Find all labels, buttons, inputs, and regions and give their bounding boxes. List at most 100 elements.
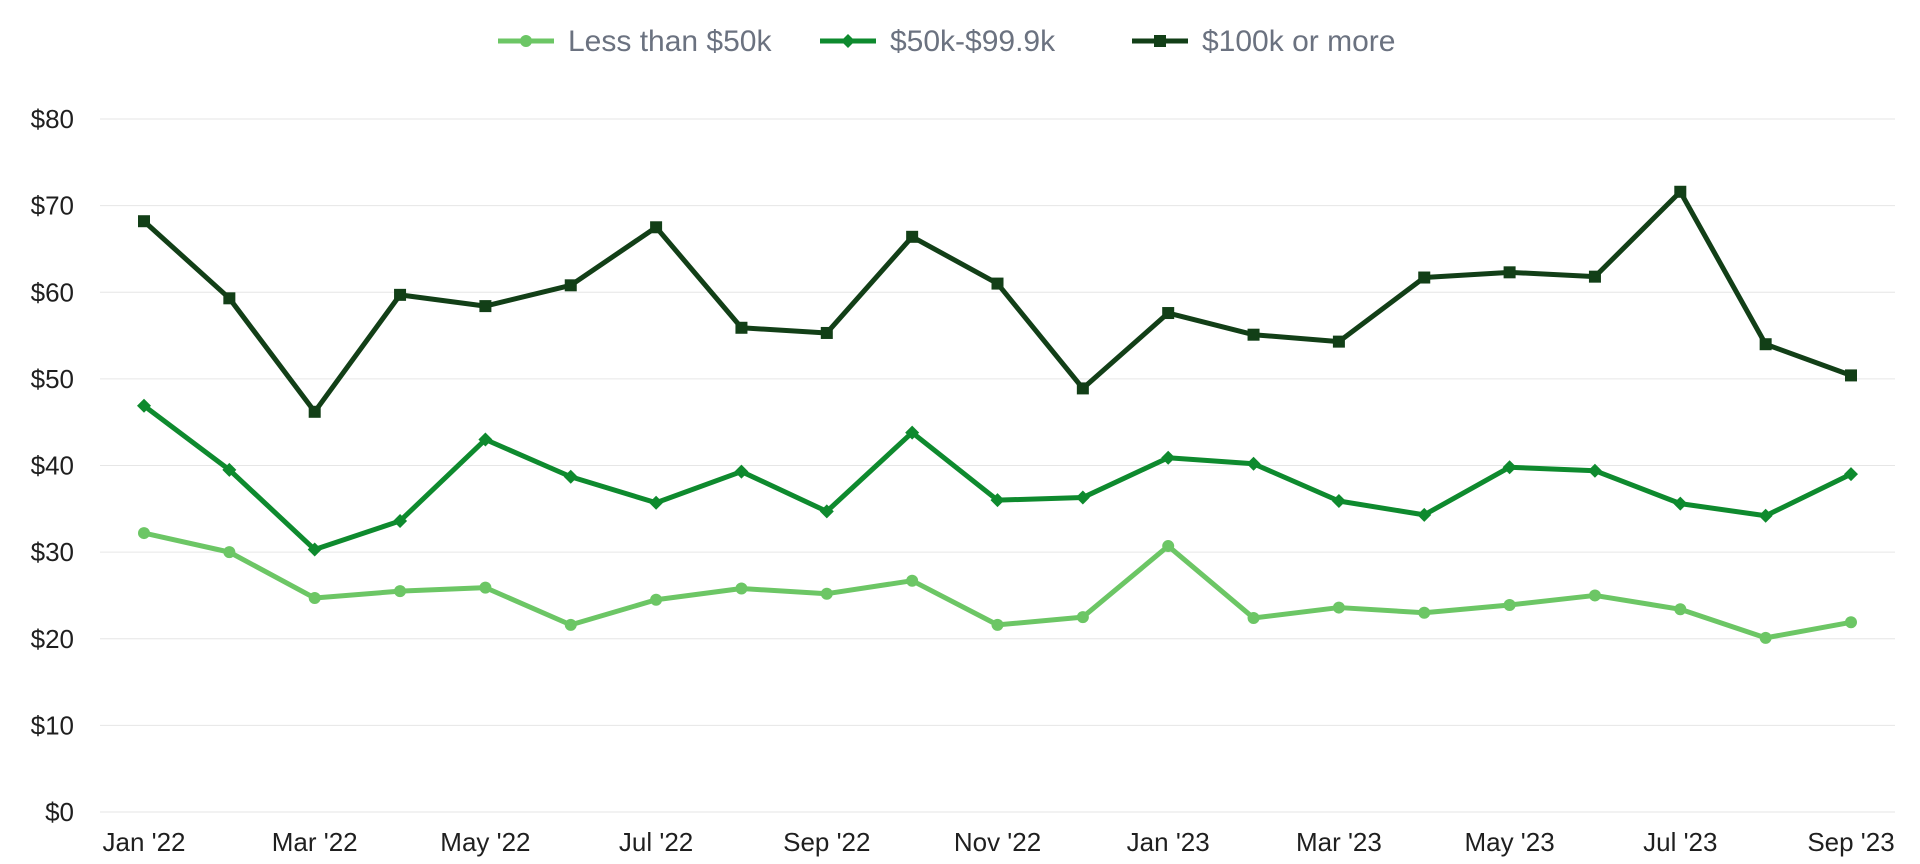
data-point — [990, 493, 1005, 508]
data-point — [650, 221, 663, 234]
legend-item-100k-or-more: $100k or more — [1132, 25, 1395, 58]
data-point — [735, 321, 748, 334]
chart-legend: Less than $50k $50k-$99.9k $100k or more — [498, 25, 1395, 58]
data-point — [394, 288, 407, 301]
data-point — [819, 504, 834, 519]
data-point — [820, 587, 833, 600]
data-point — [905, 425, 920, 440]
data-point — [1845, 369, 1857, 382]
data-point — [1332, 335, 1345, 348]
data-point — [649, 495, 664, 510]
data-point — [1845, 616, 1857, 629]
data-point — [1588, 589, 1601, 602]
data-point — [222, 462, 237, 477]
series-layer — [137, 185, 1858, 644]
data-point — [1076, 611, 1089, 624]
data-point — [1759, 338, 1772, 351]
x-axis: Jan '22 Mar '22 May '22 Jul '22 Sep '22 Nov '… — [102, 827, 1894, 857]
data-point — [138, 527, 150, 540]
data-point — [1161, 450, 1176, 465]
legend-item-50k-99-9k: $50k-$99.9k — [820, 25, 1056, 58]
legend-label: $100k or more — [1202, 25, 1395, 58]
data-point — [564, 618, 577, 631]
y-tick-label: $70 — [31, 191, 74, 221]
data-point — [479, 581, 492, 594]
data-point — [1758, 508, 1773, 523]
data-point — [137, 398, 151, 413]
x-tick-label: Mar '22 — [272, 827, 358, 857]
data-point — [308, 592, 321, 605]
data-point — [564, 279, 577, 292]
y-tick-label: $0 — [45, 797, 74, 827]
data-point — [1076, 382, 1089, 395]
data-point — [1246, 456, 1261, 471]
series-100k-or-more — [138, 185, 1857, 418]
x-tick-label: Jan '22 — [102, 827, 185, 857]
x-tick-label: May '23 — [1464, 827, 1554, 857]
x-tick-label: Jul '22 — [619, 827, 693, 857]
data-point — [1503, 598, 1516, 611]
legend-label: Less than $50k — [568, 25, 772, 58]
legend-item-less-than-50k: Less than $50k — [498, 25, 772, 58]
data-point — [1759, 631, 1772, 644]
data-point — [734, 464, 749, 479]
data-point — [223, 546, 236, 559]
data-point — [307, 542, 322, 557]
data-point — [1075, 490, 1090, 505]
data-point — [1162, 540, 1175, 553]
data-point — [906, 230, 919, 243]
y-tick-label: $80 — [31, 104, 74, 134]
legend-marker — [1154, 35, 1166, 47]
y-tick-label: $40 — [31, 451, 74, 481]
legend-marker — [841, 34, 855, 48]
data-point — [478, 432, 493, 447]
series-less-than-50k — [138, 527, 1857, 644]
data-point — [1673, 496, 1688, 511]
data-point — [563, 469, 578, 484]
y-tick-label: $20 — [31, 624, 74, 654]
data-point — [1587, 463, 1602, 478]
data-point — [820, 326, 833, 339]
data-point — [223, 292, 236, 305]
data-point — [1331, 494, 1346, 509]
data-point — [991, 618, 1004, 631]
data-point — [1418, 606, 1431, 619]
data-point — [1418, 271, 1431, 284]
x-tick-label: May '22 — [440, 827, 530, 857]
y-axis: $0 $10 $20 $30 $40 $50 $60 $70 $80 — [31, 104, 74, 827]
y-tick-label: $50 — [31, 364, 74, 394]
legend-marker — [520, 35, 532, 47]
x-tick-label: Nov '22 — [954, 827, 1041, 857]
data-point — [138, 215, 150, 228]
x-tick-label: Jul '23 — [1643, 827, 1717, 857]
y-tick-label: $10 — [31, 710, 74, 740]
x-tick-label: Mar '23 — [1296, 827, 1382, 857]
data-point — [1162, 307, 1175, 320]
series-50k-99-9k — [137, 398, 1858, 557]
data-point — [1674, 603, 1687, 616]
data-point — [650, 593, 663, 606]
data-point — [1417, 507, 1432, 522]
data-point — [1247, 611, 1260, 624]
data-point — [1844, 467, 1858, 482]
data-point — [394, 585, 407, 598]
x-tick-label: Sep '23 — [1807, 827, 1894, 857]
data-point — [393, 513, 408, 528]
legend-label: $50k-$99.9k — [890, 25, 1056, 58]
data-point — [1332, 601, 1345, 614]
x-tick-label: Jan '23 — [1127, 827, 1210, 857]
data-point — [991, 277, 1004, 290]
y-tick-label: $30 — [31, 537, 74, 567]
data-point — [906, 574, 919, 587]
data-point — [308, 405, 321, 418]
x-tick-label: Sep '22 — [783, 827, 870, 857]
y-tick-label: $60 — [31, 277, 74, 307]
data-point — [1674, 185, 1687, 198]
data-point — [479, 300, 492, 313]
data-point — [1588, 270, 1601, 283]
data-point — [1247, 328, 1260, 341]
chart-grid — [100, 118, 1895, 813]
data-point — [735, 582, 748, 595]
data-point — [1502, 460, 1517, 475]
